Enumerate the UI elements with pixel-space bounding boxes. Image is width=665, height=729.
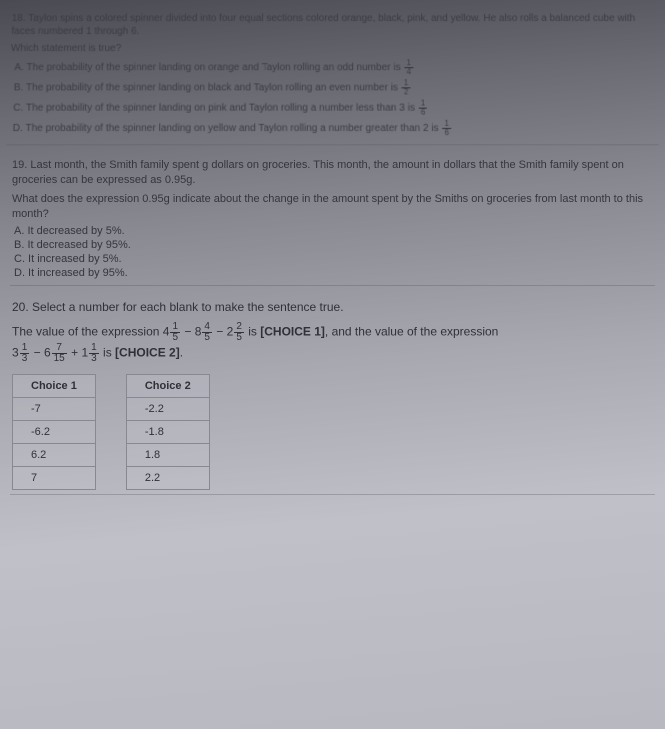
choice2-table: Choice 2 -2.2 -1.8 1.8 2.2 <box>126 374 210 490</box>
q18-number: 18. <box>12 13 26 24</box>
question-20: 20. Select a number for each blank to ma… <box>10 296 655 495</box>
choice2-row-2[interactable]: 1.8 <box>126 444 209 467</box>
q18-stem: 18. Taylon spins a colored spinner divid… <box>11 12 654 38</box>
q18-stem-text: Taylon spins a colored spinner divided i… <box>11 13 635 37</box>
q20-m2-whole: 8 <box>195 325 202 339</box>
choice2-header: Choice 2 <box>126 375 209 398</box>
question-19: 19. Last month, the Smith family spent g… <box>10 154 655 286</box>
q20-choice2-label: [CHOICE 2] <box>115 346 180 360</box>
q20-stem-text: Select a number for each blank to make t… <box>32 300 344 314</box>
choice1-header: Choice 1 <box>13 375 96 398</box>
q20-tables: Choice 1 -7 -6.2 6.2 7 Choice 2 -2.2 -1.… <box>12 374 653 490</box>
q18-a-text: A. The probability of the spinner landin… <box>14 62 401 73</box>
choice1-row-2[interactable]: 6.2 <box>13 444 96 467</box>
q19-stem: 19. Last month, the Smith family spent g… <box>12 158 653 188</box>
q20-m3-whole: 2 <box>227 325 234 339</box>
q18-prompt: Which statement is true? <box>11 42 655 55</box>
q20-m5-whole: 6 <box>44 346 51 360</box>
q20-choice1-label: [CHOICE 1] <box>260 325 325 339</box>
q20-m1-whole: 4 <box>163 325 170 339</box>
q19-option-c[interactable]: C. It increased by 5%. <box>14 253 653 265</box>
q20-m4-whole: 3 <box>12 346 19 360</box>
q19-option-d[interactable]: D. It increased by 95%. <box>14 267 653 279</box>
choice2-row-1[interactable]: -1.8 <box>126 421 209 444</box>
choice2-row-0[interactable]: -2.2 <box>126 398 209 421</box>
choice1-row-0[interactable]: -7 <box>13 398 96 421</box>
q18-b-fraction: 12 <box>402 79 411 96</box>
question-18: 18. Taylon spins a colored spinner divid… <box>6 8 659 145</box>
q20-m3-frac: 25 <box>234 322 244 343</box>
q20-m1-frac: 15 <box>170 322 180 343</box>
q18-c-fraction: 16 <box>419 100 428 117</box>
q20-m4-frac: 13 <box>20 343 30 364</box>
choice2-row-3[interactable]: 2.2 <box>126 467 209 490</box>
q18-option-c[interactable]: C. The probability of the spinner landin… <box>13 100 656 117</box>
q20-m6-whole: 1 <box>81 346 88 360</box>
q19-stem-text: Last month, the Smith family spent g dol… <box>12 159 624 186</box>
q20-m6-frac: 13 <box>89 343 99 364</box>
q18-option-d[interactable]: D. The probability of the spinner landin… <box>12 120 656 137</box>
q18-option-a[interactable]: A. The probability of the spinner landin… <box>14 59 655 76</box>
q18-option-b[interactable]: B. The probability of the spinner landin… <box>14 79 656 96</box>
q20-number: 20. <box>12 300 29 314</box>
q19-option-a[interactable]: A. It decreased by 5%. <box>14 225 653 237</box>
q20-expr-pre: The value of the expression <box>12 325 163 339</box>
choice1-table: Choice 1 -7 -6.2 6.2 7 <box>12 374 96 490</box>
q19-prompt: What does the expression 0.95g indicate … <box>12 192 653 222</box>
q18-d-text: D. The probability of the spinner landin… <box>13 123 439 134</box>
q20-stem: 20. Select a number for each blank to ma… <box>12 300 653 314</box>
q18-c-text: C. The probability of the spinner landin… <box>13 103 415 114</box>
q20-mid: , and the value of the expression <box>325 325 498 339</box>
q18-d-fraction: 16 <box>442 120 451 137</box>
q20-m5-frac: 715 <box>52 343 67 364</box>
q18-a-fraction: 14 <box>404 59 413 76</box>
q20-m2-frac: 45 <box>202 322 212 343</box>
choice1-row-3[interactable]: 7 <box>13 467 96 490</box>
choice1-row-1[interactable]: -6.2 <box>13 421 96 444</box>
q20-expression: The value of the expression 415 − 845 − … <box>12 322 653 364</box>
q19-option-b[interactable]: B. It decreased by 95%. <box>14 239 653 251</box>
q19-number: 19. <box>12 159 27 171</box>
q18-b-text: B. The probability of the spinner landin… <box>14 82 398 93</box>
